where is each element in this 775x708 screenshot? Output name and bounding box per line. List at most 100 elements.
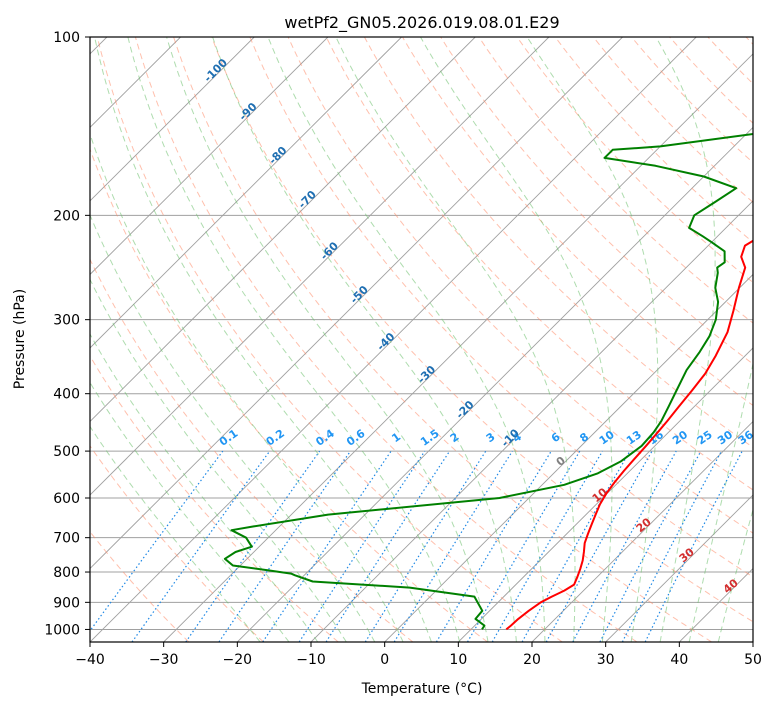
mixing-ratio-line: [364, 450, 487, 642]
isotherm-line: [531, 420, 753, 642]
x-tick-label: 30: [597, 652, 615, 668]
isotherm-label: -60: [318, 239, 341, 262]
y-tick-label: 100: [53, 30, 80, 46]
x-axis-title: Temperature (°C): [361, 681, 483, 697]
y-axis-title: Pressure (hPa): [12, 289, 28, 389]
moist-adiabat: [127, 37, 461, 642]
mixing-ratio-label: 0.6: [344, 427, 368, 449]
mixing-ratio-line: [90, 450, 224, 632]
isotherm-line: [90, 37, 550, 496]
dry-adiabat: [249, 37, 753, 578]
mixing-ratio-label: 25: [695, 428, 715, 447]
dry-adiabat: [90, 445, 264, 642]
mixing-ratio-line: [298, 450, 426, 642]
mixing-ratio-line: [466, 450, 581, 642]
x-tick-label: −30: [149, 652, 179, 668]
moist-adiabat: [90, 333, 319, 642]
moist-adiabat: [335, 37, 576, 642]
dry-adiabat: [90, 355, 339, 642]
mixing-ratio-line: [435, 450, 552, 642]
isotherm-line: [752, 641, 753, 642]
dry-adiabat: [325, 37, 753, 491]
isotherm-line: [90, 37, 402, 349]
mixing-ratio-line: [185, 450, 321, 642]
isotherm-label: -30: [415, 363, 438, 386]
isotherm-line: [90, 37, 476, 423]
x-tick-label: 10: [449, 652, 467, 668]
y-tick-label: 900: [53, 595, 80, 611]
isotherm-label: -100: [201, 56, 230, 85]
isotherm-line: [90, 37, 255, 202]
mixing-ratio-line: [545, 450, 653, 642]
mixing-ratio-line: [218, 450, 351, 642]
moist-adiabat-label: 30: [677, 545, 697, 565]
y-tick-label: 300: [53, 313, 80, 329]
moist-adiabat: [90, 381, 290, 642]
x-tick-label: 50: [744, 652, 762, 668]
moist-adiabat-label: 10: [590, 485, 610, 505]
isotherm-line: [384, 273, 753, 642]
mixing-ratio-label: 0.2: [264, 427, 287, 449]
moist-adiabat-label: 40: [721, 576, 741, 596]
mixing-ratio-line: [572, 450, 677, 642]
plot-area: 0.1 0.2 0.4 0.6 1 1.5 2 3 4 6 8 10 13 16 20 25 30 36-100-…: [90, 37, 756, 642]
mixing-ratio-line: [262, 450, 392, 642]
moist-adiabat: [90, 278, 347, 642]
moist-adiabat-label: 20: [634, 515, 654, 535]
mixing-ratio-label: 30: [715, 428, 735, 448]
chart-title: wetPf2_GN05.2026.019.08.01.E29: [284, 13, 559, 33]
y-tick-label: 700: [53, 531, 80, 547]
isotherm-label: -50: [348, 283, 371, 306]
moist-adiabat: [90, 425, 261, 642]
dewpoint-profile: [223, 132, 753, 630]
isotherm-line: [237, 126, 753, 642]
isotherm-label: -70: [296, 188, 319, 211]
isotherm-line: [90, 37, 623, 570]
moist-adiabat: [717, 508, 753, 642]
plot-frame: [89, 36, 754, 643]
isotherm-line: [90, 37, 329, 276]
mixing-ratio-label: 36: [736, 428, 756, 448]
dry-adiabat: [745, 37, 753, 45]
dry-adiabat: [90, 147, 488, 642]
isotherm-label: -80: [266, 144, 289, 167]
moist-adiabat: [526, 37, 659, 642]
dry-adiabat: [90, 530, 190, 642]
dry-adiabat: [173, 37, 712, 642]
moist-adiabat: [90, 213, 376, 642]
dry-adiabat: [478, 37, 753, 324]
moist-adiabat: [94, 37, 432, 642]
isotherm-line: [679, 567, 753, 642]
mixing-ratio-line: [131, 450, 271, 642]
moist-adiabat: [166, 37, 489, 642]
y-tick-label: 200: [53, 208, 80, 224]
y-tick-label: 400: [53, 387, 80, 403]
mixing-ratio-label: 2: [448, 430, 462, 445]
isotherm-label: -90: [236, 100, 259, 123]
x-tick-label: −40: [75, 652, 105, 668]
mixing-ratio-label: 0.1: [217, 427, 240, 449]
isotherm-label: -20: [453, 398, 476, 421]
x-tick-label: 40: [670, 652, 688, 668]
moist-adiabat: [267, 37, 546, 642]
mixing-ratio-label: 1.5: [418, 427, 441, 449]
y-tick-label: 800: [53, 565, 80, 581]
temperature-profile: [505, 239, 753, 631]
mixing-ratio-line: [393, 450, 513, 642]
dry-adiabat: [287, 37, 753, 534]
isotherm-line: [605, 494, 753, 642]
y-tick-label: 500: [53, 444, 80, 460]
mixing-ratio-label: 1: [389, 430, 403, 445]
mixing-ratio-label: 10: [597, 428, 617, 448]
mixing-ratio-label: 3: [484, 430, 498, 445]
x-tick-label: 20: [523, 652, 541, 668]
isotherm-line: [458, 347, 753, 642]
y-tick-label: 1000: [44, 622, 80, 638]
mixing-ratio-line: [325, 450, 451, 642]
mixing-ratio-label: 0.4: [313, 427, 337, 449]
isotherm-line: [90, 37, 697, 642]
dry-adiabat: [90, 258, 414, 642]
mixing-ratio-label: 20: [670, 428, 690, 448]
isotherm-label: -10: [499, 426, 522, 449]
